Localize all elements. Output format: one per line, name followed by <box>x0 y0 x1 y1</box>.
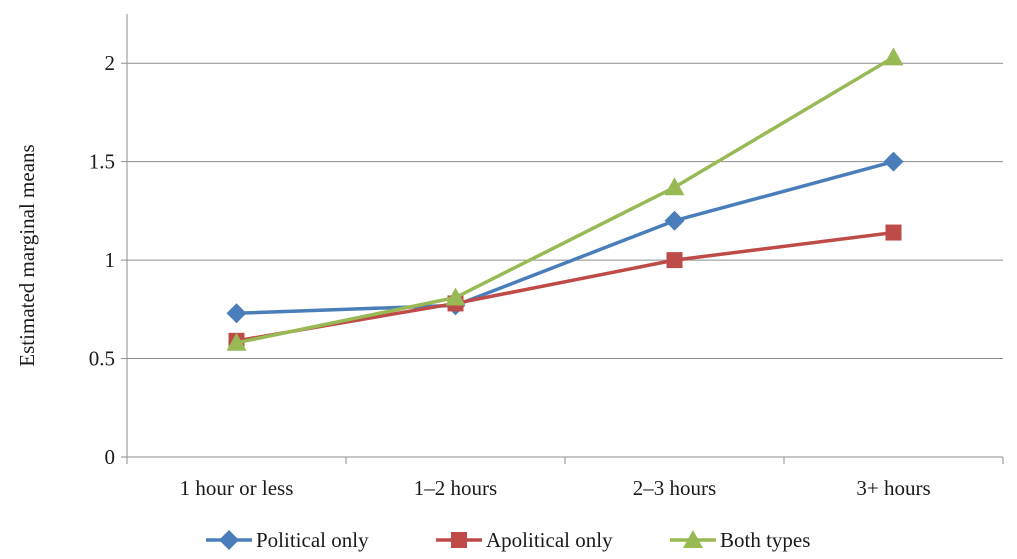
series-line <box>236 55 895 345</box>
legend-label: Political only <box>256 528 369 552</box>
y-tick-label: 1 <box>105 248 116 272</box>
legend-label: Both types <box>720 528 810 552</box>
data-point <box>666 252 683 269</box>
data-point <box>885 224 902 241</box>
legend-item: Apolitical only <box>436 528 613 552</box>
data-point <box>664 210 685 231</box>
x-tick-label: 2–3 hours <box>633 476 716 500</box>
x-tick-label: 1 hour or less <box>180 476 294 500</box>
y-axis-label: Estimated marginal means <box>15 144 39 366</box>
series-line <box>236 159 894 316</box>
legend: Political only Apolitical only Both types <box>206 528 810 552</box>
legend-item: Both types <box>670 528 810 552</box>
series-line <box>236 230 894 343</box>
series-group <box>226 47 904 351</box>
legend-item: Political only <box>206 528 369 552</box>
y-tick-label: 0.5 <box>89 347 115 371</box>
data-point <box>445 287 466 306</box>
y-tick-label: 0 <box>105 445 116 469</box>
y-tick-label: 2 <box>105 51 116 75</box>
data-point <box>883 151 904 172</box>
series-political-only <box>226 151 904 324</box>
legend-label: Apolitical only <box>486 528 613 552</box>
legend-marker <box>451 532 467 548</box>
x-tick-label: 1–2 hours <box>414 476 497 500</box>
data-point <box>883 47 904 66</box>
data-point <box>226 332 247 351</box>
gridlines <box>127 62 1003 360</box>
axes: 0 0.5 1 1.5 2 1 hour or less 1–2 hours 2–3 hour… <box>15 14 1004 500</box>
legend-marker <box>219 530 239 550</box>
x-tick-label: 3+ hours <box>856 476 930 500</box>
data-point <box>226 303 247 324</box>
legend-marker <box>683 530 703 548</box>
series-both-types <box>226 47 904 351</box>
y-tick-label: 1.5 <box>89 150 115 174</box>
data-point <box>664 177 685 196</box>
